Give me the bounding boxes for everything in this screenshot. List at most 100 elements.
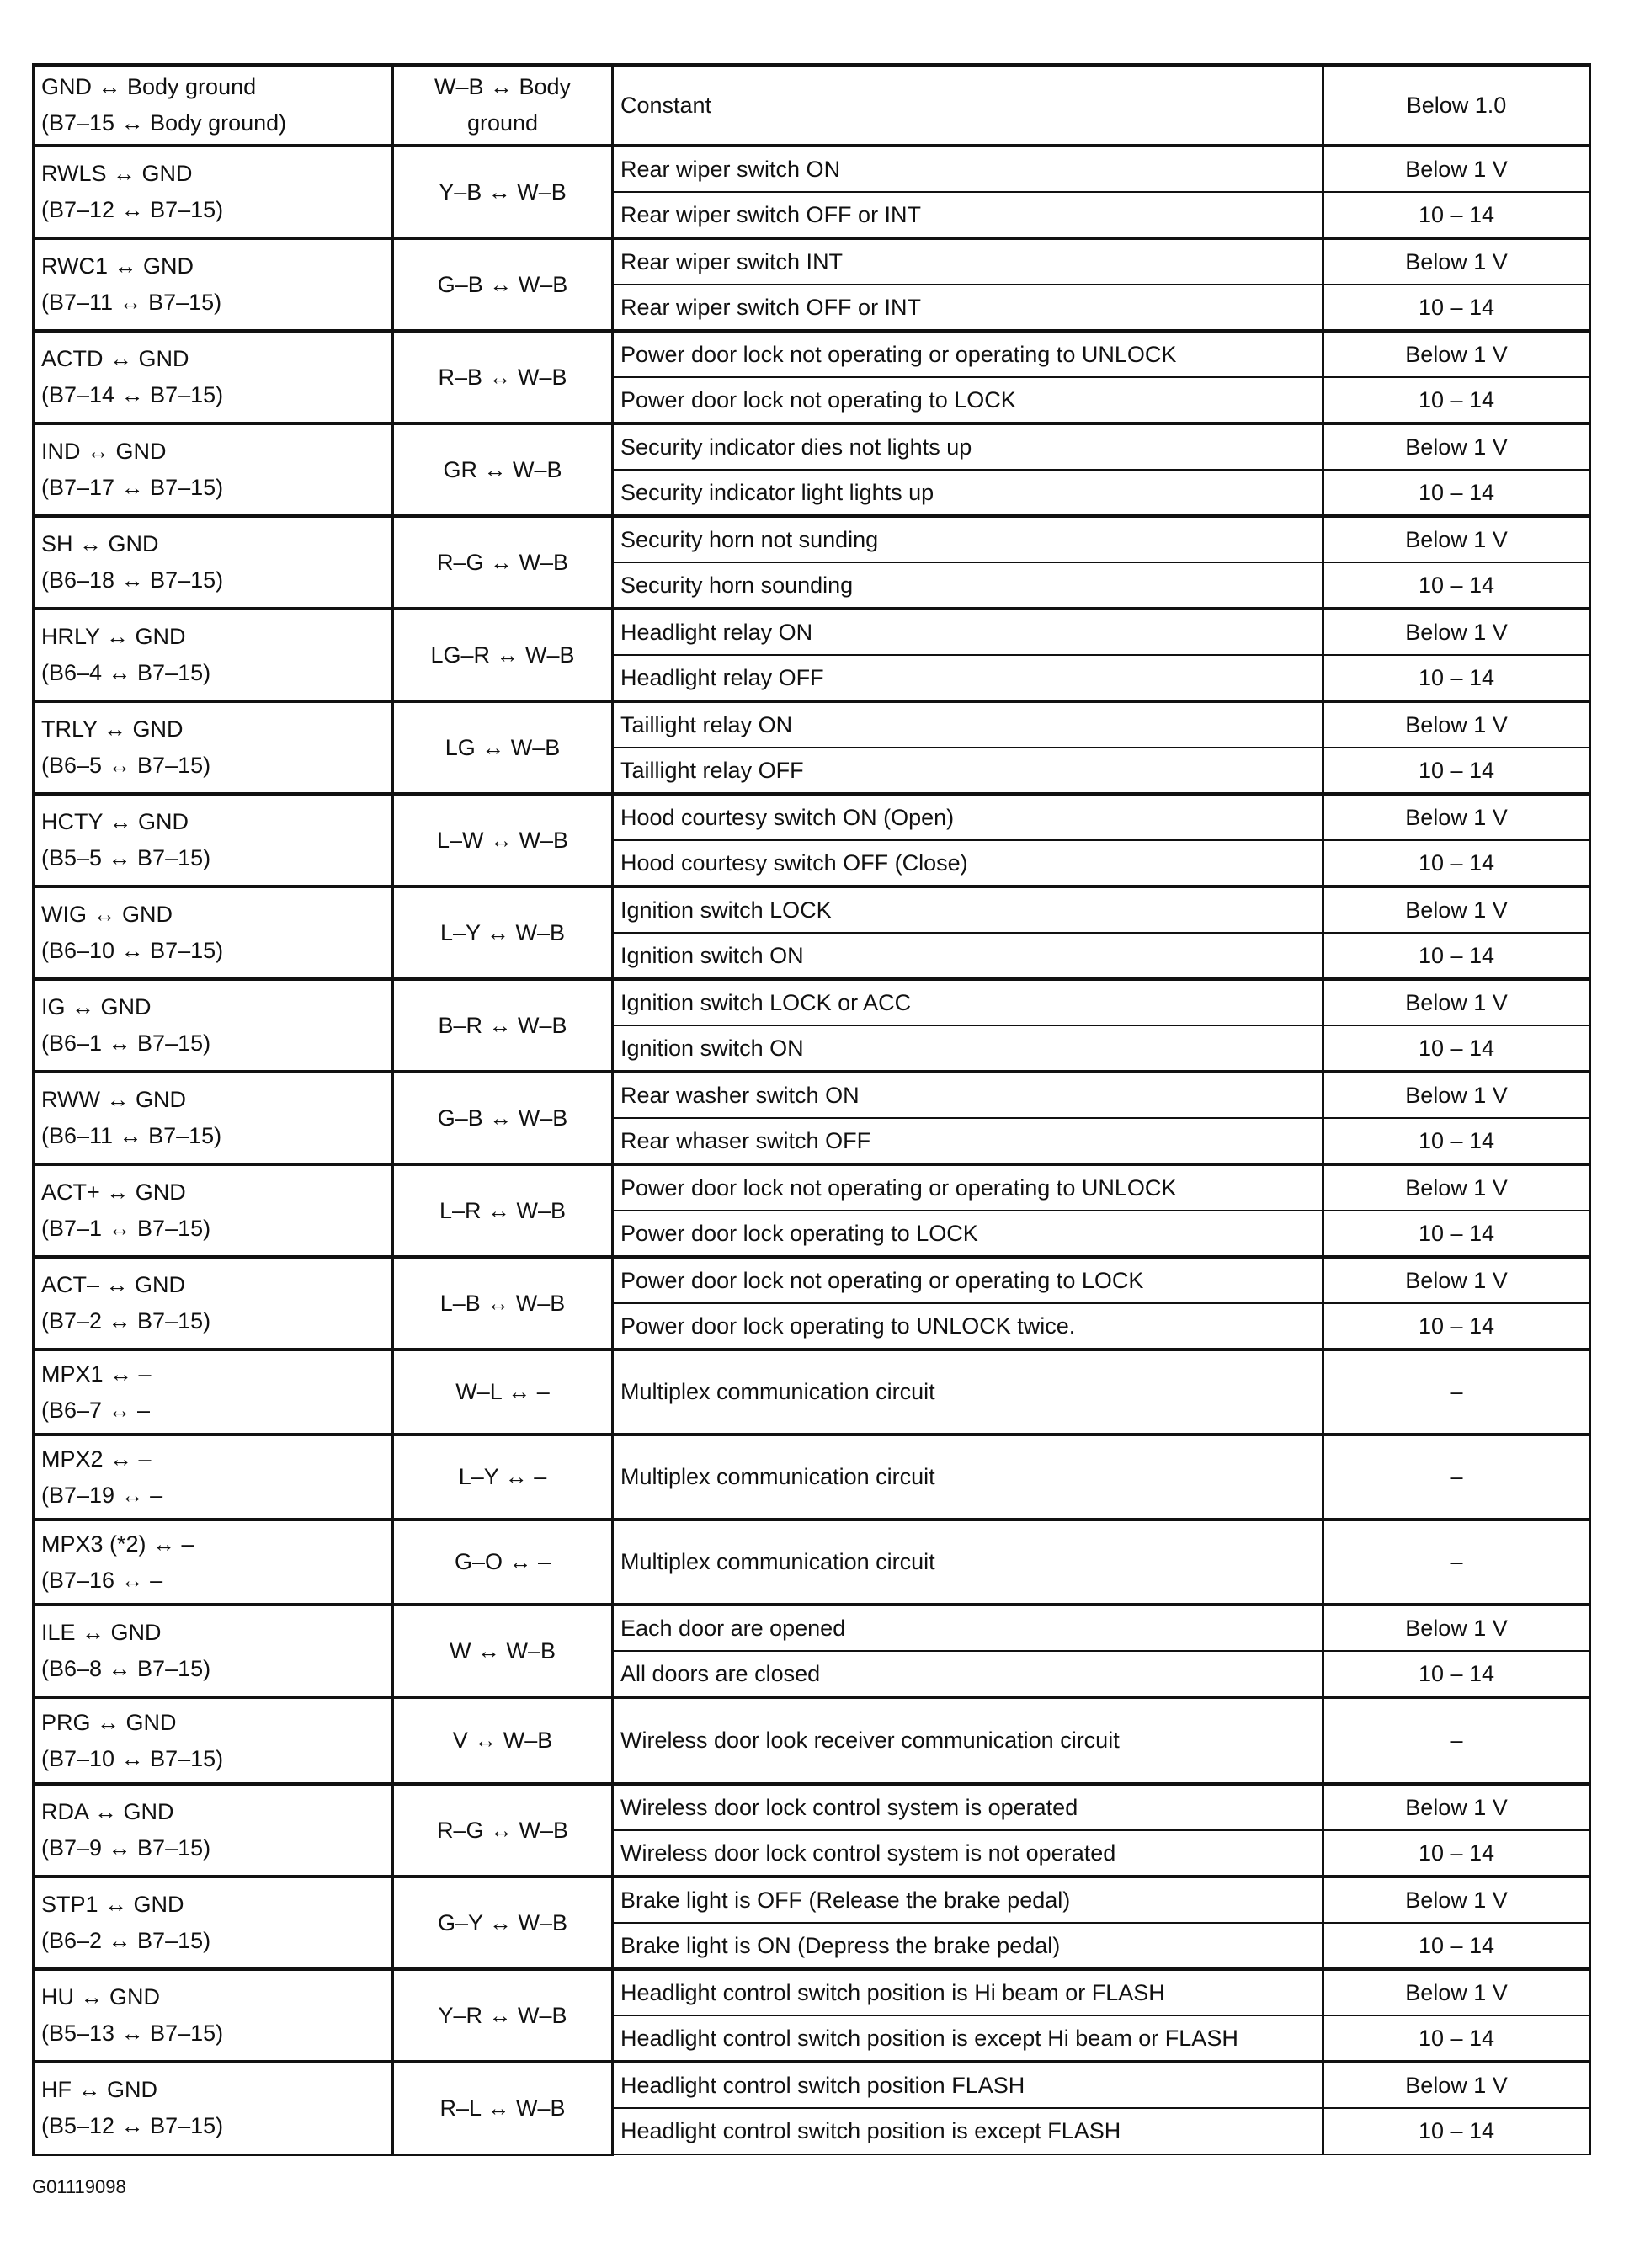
table-row: RWLS ↔ GND (B7–12 ↔ B7–15) Y–B ↔ W–B Rear w… <box>32 144 1591 240</box>
table-row: STP1 ↔ GND (B6–2 ↔ B7–15) G–Y ↔ W–B Brake l… <box>32 1875 1591 1971</box>
specified-value-cell: Below 1 V <box>1322 422 1591 471</box>
terminal-pins: (B7–14 ↔ B7–15) <box>41 382 224 407</box>
wire-color-cell: LG–R ↔ W–B <box>391 607 614 703</box>
wire-color-cell: G–B ↔ W–B <box>391 1070 614 1166</box>
terminal-pins: (B7–10 ↔ B7–15) <box>41 1745 224 1771</box>
condition-cell: Power door lock operating to LOCK <box>611 1210 1324 1258</box>
terminal-name: STP1 ↔ GND <box>41 1892 184 1917</box>
condition-cell: Headlight control switch position is Hi … <box>611 1967 1324 2016</box>
specified-value-cell: 10 – 14 <box>1322 469 1591 517</box>
wire-color-cell: G–Y ↔ W–B <box>391 1875 614 1971</box>
terminal-pins: (B5–12 ↔ B7–15) <box>41 2113 224 2139</box>
specified-value-cell: 10 – 14 <box>1322 376 1591 424</box>
condition-cell: Rear wiper switch ON <box>611 144 1324 193</box>
terminal-pins: (B7–9 ↔ B7–15) <box>41 1835 211 1861</box>
specified-value-cell: Below 1 V <box>1322 885 1591 934</box>
condition-cell: Multiplex communication circuit <box>611 1433 1324 1520</box>
condition-cell: Ignition switch LOCK or ACC <box>611 977 1324 1026</box>
table-row: HU ↔ GND (B5–13 ↔ B7–15) Y–R ↔ W–B Headligh… <box>32 1967 1591 2063</box>
table-row: TRLY ↔ GND (B6–5 ↔ B7–15) LG ↔ W–B Tailligh… <box>32 700 1591 796</box>
terminal-name: ACTD ↔ GND <box>41 346 189 371</box>
condition-cell: Brake light is OFF (Release the brake pe… <box>611 1875 1324 1924</box>
terminal-cell: ACT+ ↔ GND (B7–1 ↔ B7–15) <box>32 1163 394 1259</box>
terminal-cell: RWC1 ↔ GND (B7–11 ↔ B7–15) <box>32 237 394 333</box>
specified-value-cell: Below 1 V <box>1322 144 1591 193</box>
table-row: WIG ↔ GND (B6–10 ↔ B7–15) L–Y ↔ W–B Ignitio… <box>32 885 1591 981</box>
table-row: IND ↔ GND (B7–17 ↔ B7–15) GR ↔ W–B Security… <box>32 422 1591 518</box>
terminal-name: SH ↔ GND <box>41 531 159 556</box>
specified-value-cell: Below 1 V <box>1322 329 1591 378</box>
terminal-name: ACT– ↔ GND <box>41 1272 186 1297</box>
wire-color-cell: W ↔ W–B <box>391 1603 614 1699</box>
table-row: Headlight control switch position is exc… <box>34 2107 1591 2155</box>
specified-value-cell: 10 – 14 <box>1322 1650 1591 1698</box>
table-row: RDA ↔ GND (B7–9 ↔ B7–15) R–G ↔ W–B Wireless… <box>32 1782 1591 1878</box>
table-row: MPX2 ↔ – (B7–19 ↔ – L–Y ↔ – Multiplex commu… <box>32 1433 1591 1521</box>
condition-cell: Headlight control switch position is exc… <box>611 2107 1324 2155</box>
terminal-name: ILE ↔ GND <box>41 1620 162 1645</box>
terminal-pins: (B6–2 ↔ B7–15) <box>41 1928 211 1953</box>
specified-value-cell: 10 – 14 <box>1322 1210 1591 1258</box>
terminal-pins: (B7–17 ↔ B7–15) <box>41 475 224 500</box>
terminal-pins: (B5–5 ↔ B7–15) <box>41 845 211 870</box>
specified-value-cell: – <box>1322 1348 1591 1435</box>
table-row: IG ↔ GND (B6–1 ↔ B7–15) B–R ↔ W–B Ignition … <box>32 977 1591 1073</box>
specified-value-cell: – <box>1322 1518 1591 1605</box>
terminal-name: TRLY ↔ GND <box>41 716 184 742</box>
condition-cell: Power door lock not operating or operati… <box>611 1163 1324 1211</box>
terminal-cell: RWW ↔ GND (B6–11 ↔ B7–15) <box>32 1070 394 1166</box>
specified-value-cell: 10 – 14 <box>1322 562 1591 610</box>
terminal-name: MPX3 (*2) ↔ – <box>41 1531 194 1557</box>
specified-value-cell: Below 1 V <box>1322 792 1591 841</box>
condition-cell: Constant <box>611 63 1324 146</box>
table-row: Rear whaser switch OFF 10 – 14 <box>34 1117 1591 1165</box>
condition-cell: Brake light is ON (Depress the brake ped… <box>611 1922 1324 1970</box>
table-row: ILE ↔ GND (B6–8 ↔ B7–15) W ↔ W–B Each door … <box>32 1603 1591 1699</box>
wire-color-cell: V ↔ W–B <box>391 1696 614 1786</box>
terminal-cell: MPX1 ↔ – (B6–7 ↔ – <box>32 1348 394 1436</box>
wire-color-cell: L–R ↔ W–B <box>391 1163 614 1259</box>
condition-cell: Security horn sounding <box>611 562 1324 610</box>
terminal-cell: ACT– ↔ GND (B7–2 ↔ B7–15) <box>32 1255 394 1351</box>
terminal-pins: (B6–7 ↔ – <box>41 1397 151 1423</box>
condition-cell: Power door lock operating to UNLOCK twic… <box>611 1302 1324 1350</box>
terminal-cell: IND ↔ GND (B7–17 ↔ B7–15) <box>32 422 394 518</box>
specified-value-cell: 10 – 14 <box>1322 1922 1591 1970</box>
table-row: Power door lock operating to UNLOCK twic… <box>34 1302 1591 1350</box>
condition-cell: Rear wiper switch OFF or INT <box>611 191 1324 239</box>
terminal-cell: GND ↔ Body ground (B7–15 ↔ Body ground) <box>32 63 394 147</box>
condition-cell: Taillight relay ON <box>611 700 1324 748</box>
terminal-cell: TRLY ↔ GND (B6–5 ↔ B7–15) <box>32 700 394 796</box>
specified-value-cell: – <box>1322 1433 1591 1520</box>
condition-cell: Rear whaser switch OFF <box>611 1117 1324 1165</box>
specified-value-cell: 10 – 14 <box>1322 747 1591 795</box>
terminal-pins: (B6–1 ↔ B7–15) <box>41 1030 211 1056</box>
condition-cell: Headlight control switch position is exc… <box>611 2015 1324 2063</box>
specified-value-cell: Below 1 V <box>1322 1782 1591 1831</box>
terminal-pins: (B7–15 ↔ Body ground) <box>41 110 287 136</box>
condition-cell: Wireless door lock control system is not… <box>611 1829 1324 1877</box>
specified-value-cell: Below 1 V <box>1322 2060 1591 2109</box>
condition-cell: All doors are closed <box>611 1650 1324 1698</box>
condition-cell: Multiplex communication circuit <box>611 1518 1324 1605</box>
condition-cell: Security indicator dies not lights up <box>611 422 1324 471</box>
terminal-cell: MPX3 (*2) ↔ – (B7–16 ↔ – <box>32 1518 394 1606</box>
condition-cell: Ignition switch LOCK <box>611 885 1324 934</box>
condition-cell: Headlight relay ON <box>611 607 1324 656</box>
terminal-cell: PRG ↔ GND (B7–10 ↔ B7–15) <box>32 1696 394 1786</box>
table-row: Ignition switch ON 10 – 14 <box>34 1025 1591 1073</box>
wire-color-cell: R–B ↔ W–B <box>391 329 614 425</box>
table-row: ACT– ↔ GND (B7–2 ↔ B7–15) L–B ↔ W–B Power d… <box>32 1255 1591 1351</box>
specified-value-cell: 10 – 14 <box>1322 284 1591 332</box>
terminal-cell: IG ↔ GND (B6–1 ↔ B7–15) <box>32 977 394 1073</box>
terminal-name: PRG ↔ GND <box>41 1709 177 1735</box>
wire-color-cell: B–R ↔ W–B <box>391 977 614 1073</box>
specified-value-cell: 10 – 14 <box>1322 2015 1591 2063</box>
figure-code: G01119098 <box>32 2176 126 2197</box>
specified-value-cell: Below 1 V <box>1322 1967 1591 2016</box>
condition-cell: Rear wiper switch INT <box>611 237 1324 285</box>
terminal-cell: HF ↔ GND (B5–12 ↔ B7–15) <box>32 2060 394 2156</box>
condition-cell: Wireless door look receiver communicatio… <box>611 1696 1324 1785</box>
wire-color-cell: G–B ↔ W–B <box>391 237 614 333</box>
wire-color-cell: Y–R ↔ W–B <box>391 1967 614 2063</box>
